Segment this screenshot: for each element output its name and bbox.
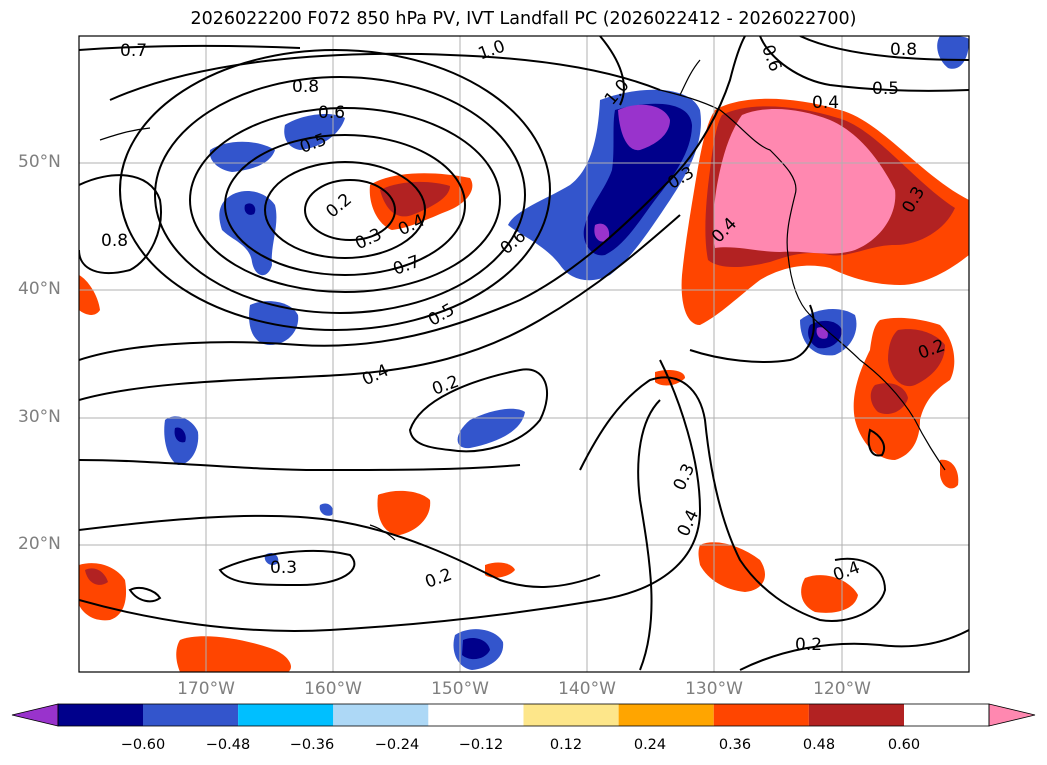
graticule: [79, 36, 969, 672]
coastlines: [99, 59, 946, 541]
colorbar-label: −0.48: [205, 737, 251, 753]
colorbar-cell: [143, 704, 239, 726]
lon-label: 130°W: [685, 679, 743, 699]
colorbar-cell: [523, 704, 619, 726]
pv-contours: [79, 36, 969, 671]
colorbar-cell: [713, 704, 809, 726]
contour-label: 0.8: [292, 77, 319, 97]
contour-label: 0.7: [120, 41, 147, 61]
lat-label: 20°N: [18, 534, 61, 554]
colorbar-cell: [58, 704, 143, 726]
lon-label: 160°W: [304, 679, 362, 699]
contour-label: 0.8: [890, 40, 917, 60]
colorbar-label: 0.24: [633, 737, 667, 753]
colorbar-cell: [428, 704, 524, 726]
contour-label: 0.2: [795, 635, 822, 655]
contour-label: 0.8: [101, 231, 128, 251]
lat-label: 40°N: [18, 279, 61, 299]
colorbar-cell: [618, 704, 714, 726]
lon-label: 120°W: [813, 679, 871, 699]
contour-label: 0.6: [318, 103, 345, 123]
map-plot: 0.7 1.0 0.6 0.8 0.8 0.6 0.5 0.4 0.5 1.0 …: [78, 35, 970, 673]
colorbar-label: −0.36: [289, 737, 335, 753]
colorbar-cell: [808, 704, 904, 726]
colorbar-label: 0.36: [718, 737, 752, 753]
map-frame: [78, 35, 970, 673]
lat-label: 50°N: [18, 152, 61, 172]
lon-label: 170°W: [177, 679, 235, 699]
positive-shading: [79, 98, 969, 672]
lon-label: 140°W: [558, 679, 616, 699]
lat-label: 30°N: [18, 407, 61, 427]
map-title: 2026022200 F072 850 hPa PV, IVT Landfall…: [190, 9, 857, 29]
contour-label: 0.5: [872, 79, 899, 99]
colorbar-frame: [57, 703, 990, 727]
contour-label: 0.3: [270, 558, 297, 578]
colorbar-high-arrow: [988, 703, 1036, 727]
colorbar-label: −0.24: [374, 737, 420, 753]
colorbar-label: −0.60: [120, 737, 166, 753]
colorbar-label: 0.60: [887, 737, 921, 753]
lon-label: 150°W: [431, 679, 489, 699]
contour-label: 0.4: [812, 93, 839, 113]
colorbar-low-arrow: [11, 703, 59, 727]
colorbar-label: 0.12: [549, 737, 583, 753]
colorbar-label: 0.48: [802, 737, 836, 753]
colorbar-cell: [238, 704, 334, 726]
colorbar-cell: [333, 704, 429, 726]
colorbar-label: −0.12: [458, 737, 504, 753]
